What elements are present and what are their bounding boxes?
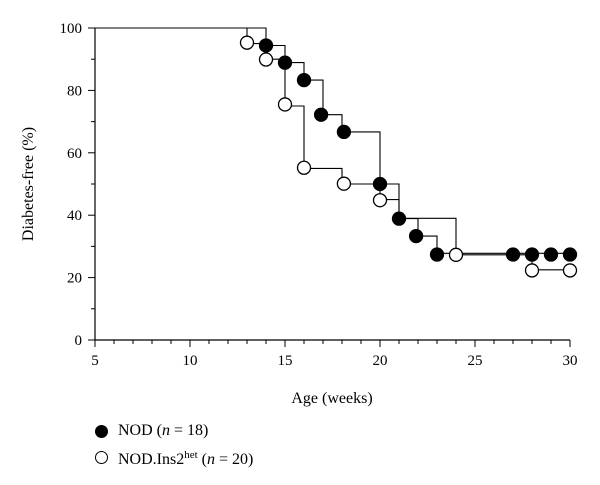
x-tick-label: 5 bbox=[91, 353, 99, 369]
nod-data-point bbox=[543, 247, 559, 262]
x-tick-label: 10 bbox=[183, 353, 198, 369]
y-tick-label: 0 bbox=[75, 333, 83, 349]
ins2het-data-point bbox=[258, 52, 274, 67]
y-tick-label: 100 bbox=[60, 21, 83, 37]
x-axis-label: Age (weeks) bbox=[291, 390, 372, 407]
nod-data-point bbox=[372, 176, 388, 192]
y-tick-label: 80 bbox=[67, 83, 82, 99]
nod-data-point bbox=[408, 228, 424, 244]
ins2het-data-point bbox=[336, 176, 352, 191]
ins2het-data-point bbox=[562, 263, 578, 278]
axes: 5 10 15 20 25 30 0 20 40 60 80 100 bbox=[60, 21, 578, 369]
x-tick-label: 15 bbox=[278, 353, 293, 369]
nod-data-point bbox=[336, 124, 352, 140]
y-tick-label: 40 bbox=[67, 208, 82, 224]
legend-item-nod: NOD (n = 18) bbox=[95, 418, 253, 444]
series-line-nod bbox=[95, 27, 570, 254]
data-points bbox=[239, 35, 578, 278]
nod-data-point bbox=[391, 211, 407, 226]
legend-label-ins2het: NOD.Ins2het (n = 20) bbox=[118, 448, 254, 468]
ins2het-data-point bbox=[372, 193, 388, 208]
ins2het-data-point bbox=[239, 35, 255, 50]
legend-label-nod: NOD (n = 18) bbox=[118, 422, 209, 439]
ins2het-data-point bbox=[448, 247, 464, 262]
series-line-ins2het bbox=[95, 27, 570, 271]
nod-data-point bbox=[258, 38, 274, 53]
x-tick-label: 30 bbox=[563, 353, 578, 369]
filled-circle-icon bbox=[95, 424, 108, 438]
y-tick-label: 60 bbox=[67, 146, 82, 162]
nod-data-point bbox=[562, 247, 578, 262]
legend: NOD (n = 18) NOD.Ins2het (n = 20) bbox=[95, 418, 253, 470]
nod-data-point bbox=[429, 247, 445, 262]
nod-data-point bbox=[277, 55, 293, 70]
y-axis-label: Diabetes-free (%) bbox=[20, 127, 37, 241]
x-tick-label: 20 bbox=[373, 353, 388, 369]
y-tick-label: 20 bbox=[67, 271, 82, 287]
nod-data-point bbox=[296, 72, 312, 88]
open-circle-icon bbox=[95, 450, 108, 464]
nod-data-point bbox=[505, 247, 521, 262]
legend-item-ins2het: NOD.Ins2het (n = 20) bbox=[95, 444, 253, 470]
nod-data-point bbox=[524, 247, 540, 262]
ins2het-data-point bbox=[524, 263, 540, 278]
nod-data-point bbox=[313, 107, 329, 122]
ins2het-data-point bbox=[277, 97, 293, 112]
ins2het-data-point bbox=[296, 160, 312, 175]
step-lines bbox=[95, 27, 570, 271]
x-tick-label: 25 bbox=[468, 353, 483, 369]
